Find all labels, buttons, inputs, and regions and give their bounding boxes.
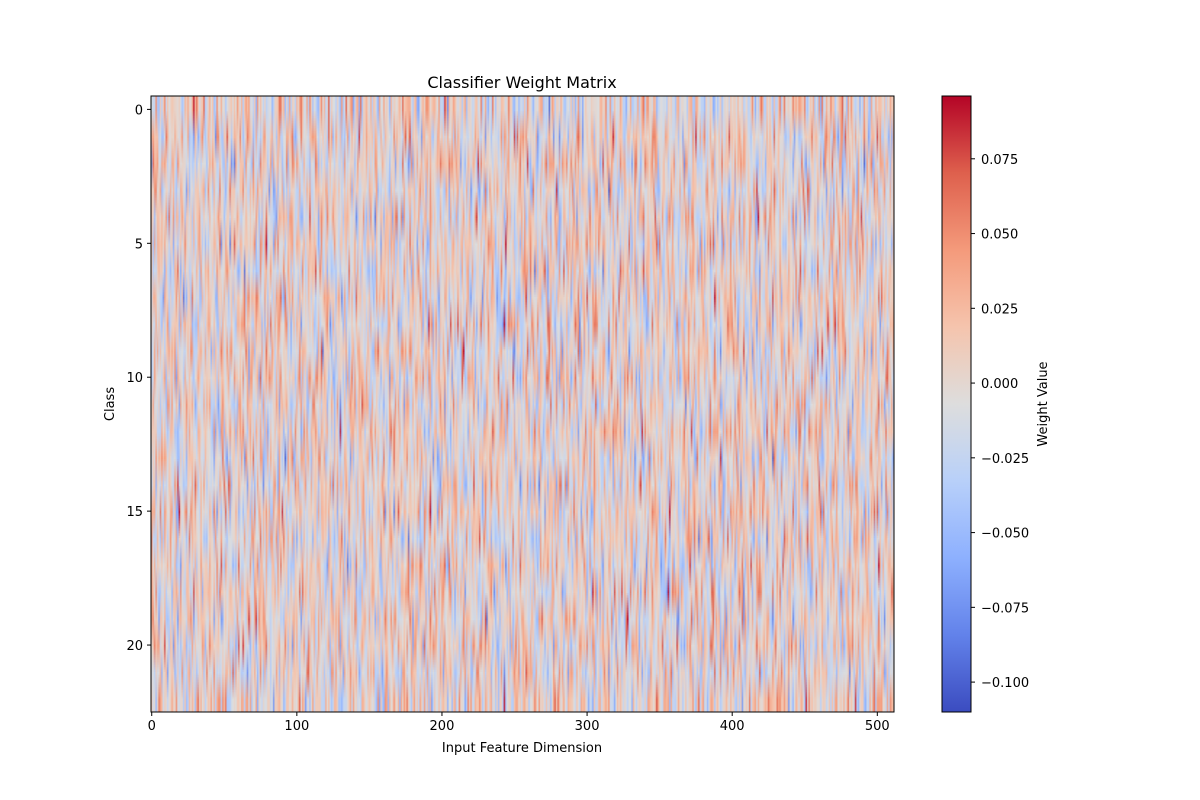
heatmap-image <box>151 96 894 712</box>
y-axis-label: Class <box>103 387 118 421</box>
x-tick-label: 100 <box>284 719 309 734</box>
heatmap-cells <box>151 96 894 712</box>
y-tick-label: 0 <box>135 103 143 118</box>
colorbar-tick-label: −0.025 <box>981 452 1029 467</box>
chart-title: Classifier Weight Matrix <box>427 73 616 92</box>
y-axis: 0 5 10 15 20 <box>126 103 151 654</box>
x-tick-label: 300 <box>575 719 600 734</box>
colorbar-tick-label: −0.075 <box>981 601 1029 616</box>
colorbar <box>942 96 971 712</box>
colorbar-tick-label: −0.050 <box>981 527 1029 542</box>
colorbar-ticks: −0.100 −0.075 −0.050 −0.025 0.000 0.025 0.050 0… <box>971 153 1029 691</box>
plot-frame <box>150 95 895 713</box>
colorbar-tick-label: 0.075 <box>981 153 1018 168</box>
x-tick-label: 0 <box>148 719 156 734</box>
x-axis-label: Input Feature Dimension <box>442 741 602 756</box>
colorbar-tick-label: 0.000 <box>981 377 1018 392</box>
colorbar-tick-label: 0.050 <box>981 228 1018 243</box>
x-tick-label: 500 <box>865 719 890 734</box>
y-tick-label: 20 <box>126 639 143 654</box>
y-tick-label: 10 <box>126 371 143 386</box>
y-tick-label: 5 <box>135 237 143 252</box>
y-tick-label: 15 <box>126 505 143 520</box>
colorbar-tick-label: −0.100 <box>981 676 1029 691</box>
x-axis: 0 100 200 300 400 500 <box>148 712 890 734</box>
colorbar-tick-label: 0.025 <box>981 302 1018 317</box>
colorbar-label: Weight Value <box>1036 361 1051 446</box>
x-tick-label: 400 <box>720 719 745 734</box>
x-tick-label: 200 <box>430 719 455 734</box>
colorbar-frame <box>941 95 972 713</box>
